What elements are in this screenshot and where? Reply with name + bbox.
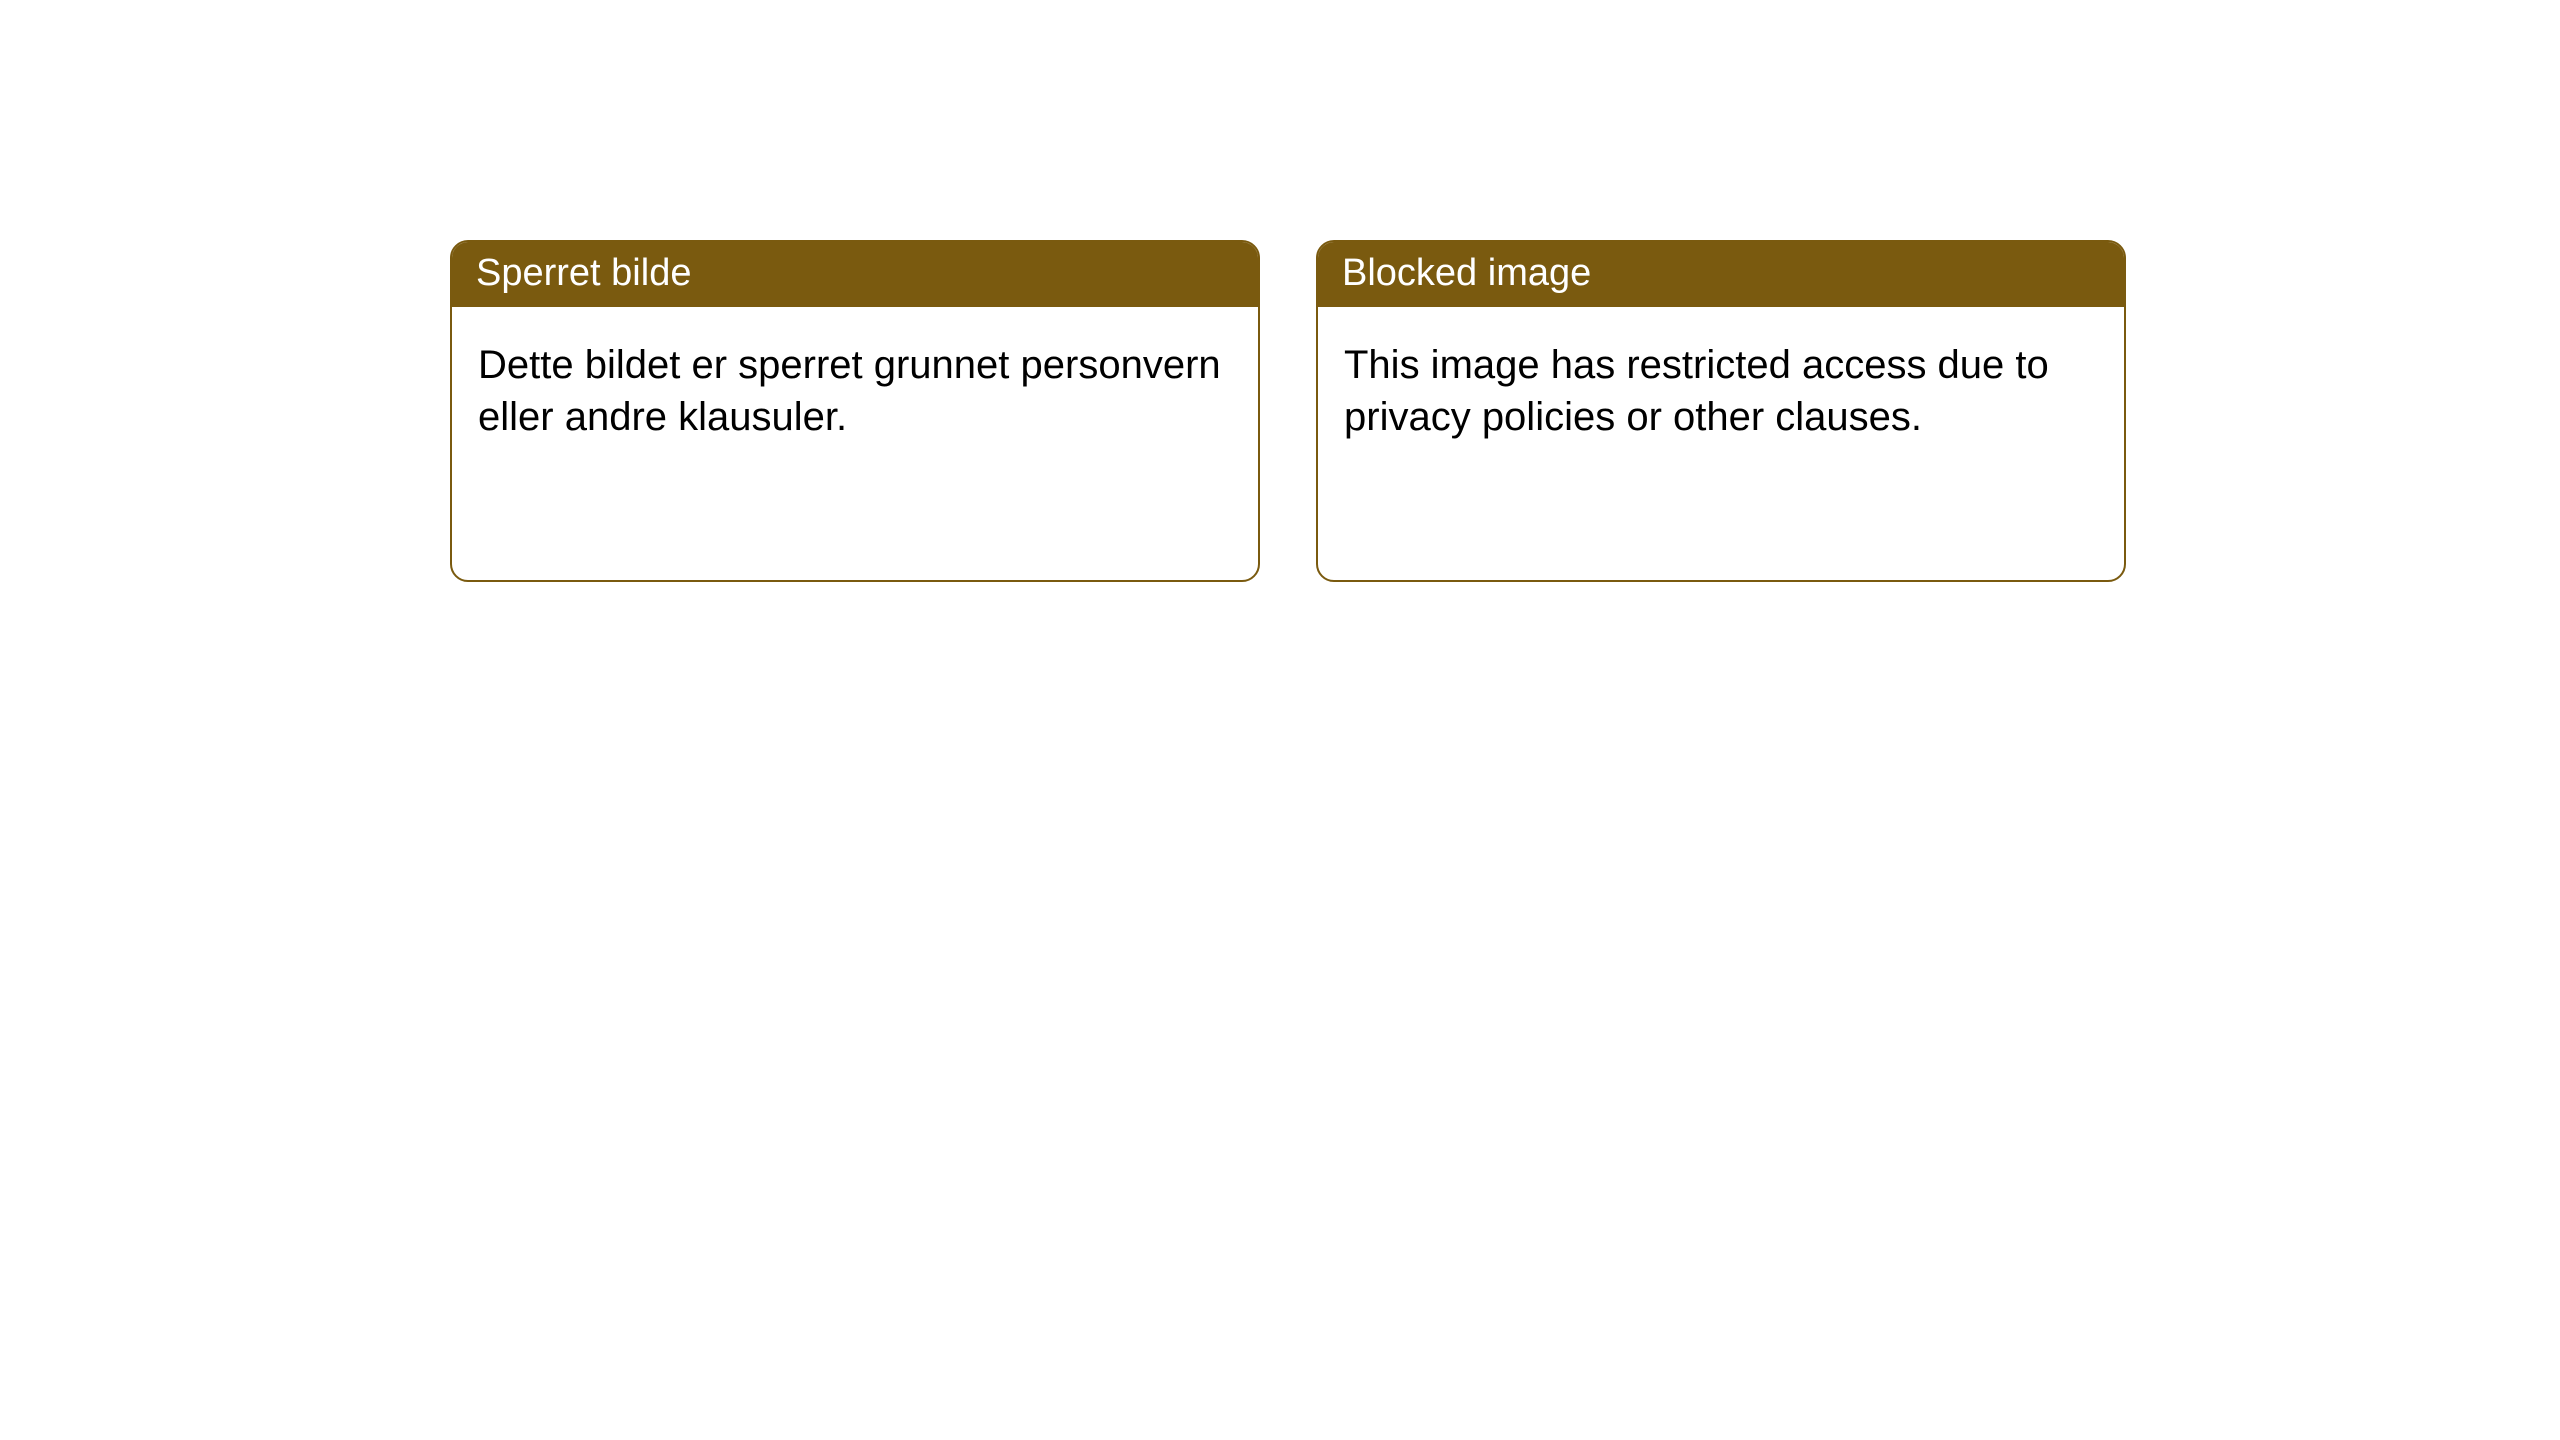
notice-body: Dette bildet er sperret grunnet personve… [452,307,1258,475]
blocked-image-notices: Sperret bilde Dette bildet er sperret gr… [0,0,2560,582]
notice-header: Blocked image [1318,242,2124,307]
notice-body: This image has restricted access due to … [1318,307,2124,475]
notice-card-english: Blocked image This image has restricted … [1316,240,2126,582]
notice-card-norwegian: Sperret bilde Dette bildet er sperret gr… [450,240,1260,582]
notice-header: Sperret bilde [452,242,1258,307]
